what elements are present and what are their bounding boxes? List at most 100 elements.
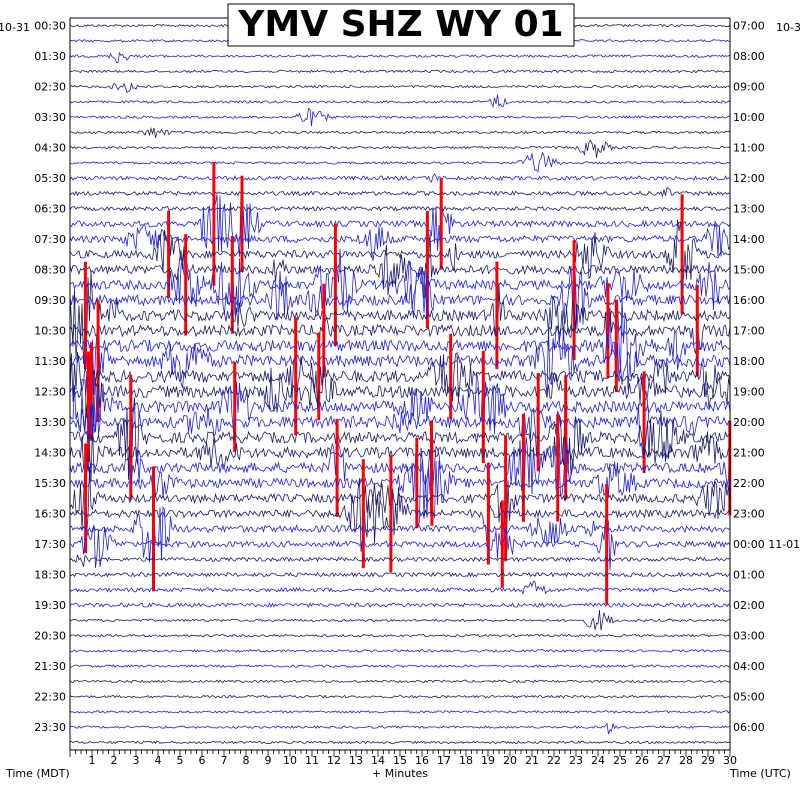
right-time-label: 16:00 xyxy=(733,294,765,307)
right-time-label: 07:00 xyxy=(733,20,765,33)
x-tick-label: 7 xyxy=(221,754,228,767)
trace-row xyxy=(69,664,731,668)
x-tick-label: 29 xyxy=(701,754,715,767)
clipped-spike xyxy=(389,455,393,573)
trace-row xyxy=(69,397,731,481)
right-time-label: 20:00 xyxy=(733,416,765,429)
trace-row xyxy=(70,126,731,138)
clipped-spike xyxy=(536,373,540,472)
clipped-spike xyxy=(430,440,434,526)
x-tick-label: 11 xyxy=(305,754,319,767)
x-tick-label: 19 xyxy=(481,754,495,767)
clipped-spike xyxy=(606,283,610,379)
x-tick-label: 27 xyxy=(657,754,671,767)
clipped-spike xyxy=(415,437,419,529)
clipped-spike xyxy=(361,459,365,569)
left-time-label: 20:30 xyxy=(34,630,66,643)
right-time-label: 04:00 xyxy=(733,660,765,673)
clipped-spike xyxy=(500,500,504,588)
trace-row xyxy=(69,580,731,595)
left-time-label: 01:30 xyxy=(34,50,66,63)
clipped-spike xyxy=(240,175,244,273)
clipped-spike xyxy=(333,223,337,346)
trace-row xyxy=(69,151,731,173)
trace-row xyxy=(69,219,731,281)
trace-row xyxy=(69,440,731,528)
x-tick-label: 23 xyxy=(569,754,583,767)
trace-row xyxy=(69,710,731,714)
right-time-label: 02:00 xyxy=(733,599,765,612)
x-tick-label: 8 xyxy=(243,754,250,767)
clipped-spike xyxy=(96,300,100,422)
clipped-spike xyxy=(87,351,90,463)
clipped-spike xyxy=(695,284,699,377)
left-time-label: 17:30 xyxy=(34,538,66,551)
x-tick-label: 1 xyxy=(89,754,96,767)
clipped-spike xyxy=(233,361,237,452)
right-time-label: 11:00 xyxy=(733,142,765,155)
right-time-label: 12:00 xyxy=(733,172,765,185)
trace-row xyxy=(69,94,731,109)
right-time-label: 15:00 xyxy=(733,264,765,277)
clipped-spike xyxy=(572,240,576,360)
trace-row xyxy=(69,365,731,424)
clipped-spike xyxy=(521,413,525,522)
right-time-label: 05:00 xyxy=(733,691,765,704)
clipped-spike xyxy=(504,435,508,562)
right-time-label: 01:00 xyxy=(733,569,765,582)
left-time-label: 23:30 xyxy=(34,721,66,734)
x-tick-label: 18 xyxy=(459,754,473,767)
left-time-label: 13:30 xyxy=(34,416,66,429)
clipped-spike xyxy=(230,236,234,334)
right-axis-label: Time (UTC) xyxy=(729,767,791,780)
x-tick-label: 16 xyxy=(415,754,429,767)
left-time-label: 00:30 xyxy=(34,20,66,33)
clipped-spike xyxy=(449,333,453,419)
trace-row xyxy=(69,633,731,638)
trace-row xyxy=(69,722,731,735)
left-time-label: 11:30 xyxy=(34,355,66,368)
right-time-label: 19:00 xyxy=(733,386,765,399)
x-tick-label: 15 xyxy=(393,754,407,767)
x-tick-label: 20 xyxy=(503,754,517,767)
clipped-spike xyxy=(84,443,88,554)
clipped-spike xyxy=(605,483,609,605)
clipped-spike xyxy=(212,162,216,286)
x-tick-label: 25 xyxy=(613,754,627,767)
left-time-label: 14:30 xyxy=(34,447,66,460)
chart-title: YMV SHZ WY 01 xyxy=(237,4,563,45)
left-time-label: 05:30 xyxy=(34,172,66,185)
trace-row xyxy=(69,506,731,563)
trace-row xyxy=(69,602,731,609)
trace-row xyxy=(69,648,731,653)
trace-row xyxy=(69,424,731,482)
trace-row xyxy=(69,463,731,544)
clipped-spike xyxy=(317,332,321,421)
trace-row xyxy=(69,271,731,364)
trace-row xyxy=(69,205,731,212)
trace-row xyxy=(69,139,731,158)
x-tick-label: 13 xyxy=(349,754,363,767)
clipped-spike xyxy=(89,344,93,440)
x-tick-label: 14 xyxy=(371,754,385,767)
date-left: 10-31 xyxy=(0,21,30,34)
x-tick-label: 4 xyxy=(155,754,162,767)
trace-row xyxy=(69,571,731,578)
date-right: 10-3 xyxy=(776,21,800,34)
left-time-label: 02:30 xyxy=(34,81,66,94)
x-axis-label: + Minutes xyxy=(372,767,428,780)
trace-row xyxy=(69,51,731,64)
trace-row xyxy=(69,173,731,184)
right-time-label: 17:00 xyxy=(733,325,765,338)
right-time-label: 14:00 xyxy=(733,233,765,246)
clipped-spike xyxy=(83,261,87,369)
x-tick-label: 3 xyxy=(133,754,140,767)
trace-row xyxy=(69,740,731,745)
x-tick-label: 21 xyxy=(525,754,539,767)
clipped-spike xyxy=(425,211,429,329)
trace-row xyxy=(69,69,731,74)
trace-row xyxy=(69,186,731,198)
left-axis-label: Time (MDT) xyxy=(5,767,70,780)
clipped-spike xyxy=(167,210,171,299)
trace-row xyxy=(69,694,731,699)
